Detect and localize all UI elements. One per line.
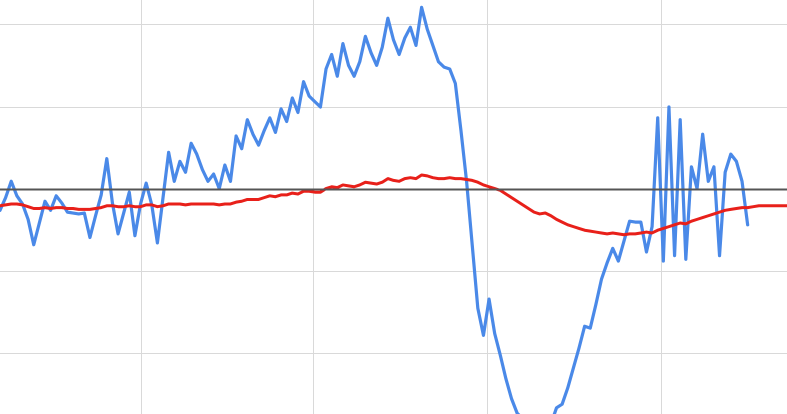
vertical-gridlines xyxy=(141,0,662,414)
horizontal-gridlines xyxy=(0,24,787,354)
data-series-group xyxy=(0,5,787,414)
series-line-smooth-average xyxy=(0,173,787,237)
series-line-noisy-signal xyxy=(0,5,750,414)
